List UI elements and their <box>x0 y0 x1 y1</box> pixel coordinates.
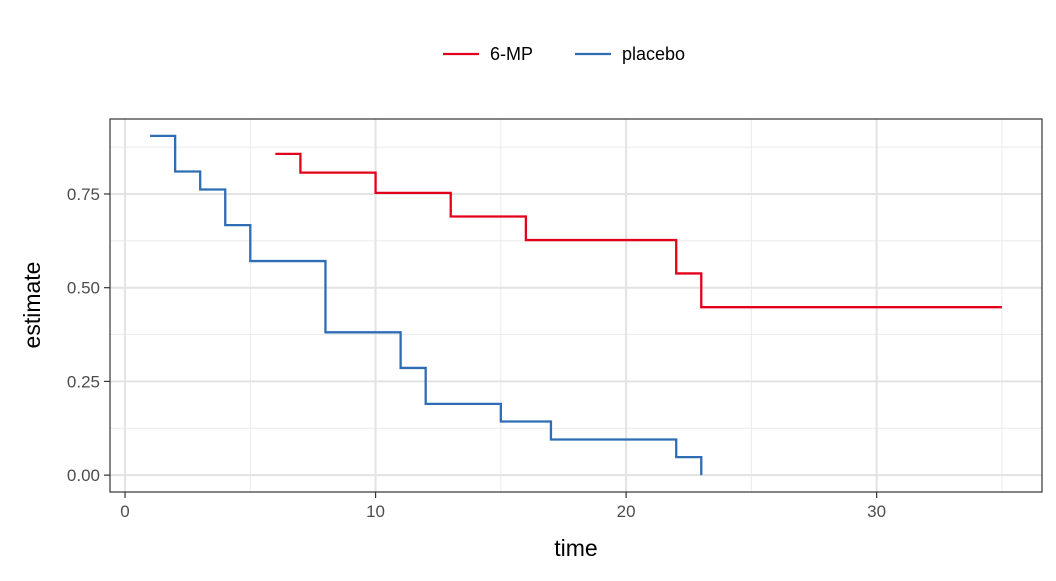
x-tick-label: 30 <box>867 502 886 521</box>
y-axis-title: estimate <box>19 262 45 349</box>
x-tick-label: 0 <box>120 502 129 521</box>
y-tick-label: 0.50 <box>67 279 100 298</box>
x-tick-label: 10 <box>366 502 385 521</box>
y-tick-label: 0.25 <box>67 372 100 391</box>
y-tick-label: 0.75 <box>67 185 100 204</box>
legend-label-6-mp: 6-MP <box>490 44 533 64</box>
panel-background <box>110 119 1042 492</box>
x-axis-title: time <box>554 535 597 561</box>
legend: 6-MP placebo <box>443 44 685 64</box>
series-lines <box>150 134 1002 476</box>
series-line-6-mp <box>275 152 1002 309</box>
axes: 0 10 20 30 0.00 0.25 0.50 0.75 <box>67 185 886 521</box>
panel-border <box>109 118 1043 493</box>
legend-label-placebo: placebo <box>622 44 685 64</box>
series-line-placebo <box>150 134 703 476</box>
x-tick-label: 20 <box>617 502 636 521</box>
y-tick-label: 0.00 <box>67 466 100 485</box>
